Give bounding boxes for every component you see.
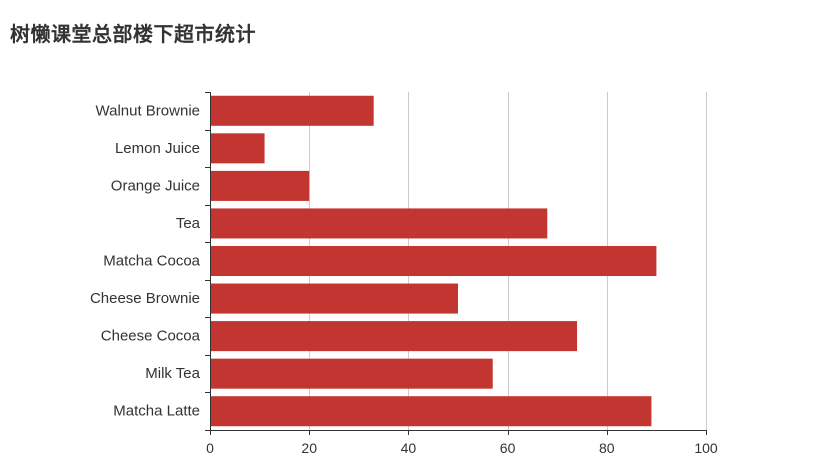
x-tick-label: 100 [694, 440, 718, 456]
y-tick-label: Lemon Juice [115, 140, 200, 157]
axes [205, 92, 707, 435]
bar-tea [210, 208, 548, 239]
bar-lemon-juice [210, 133, 265, 164]
y-tick-label: Matcha Latte [113, 403, 200, 420]
y-tick-label: Orange Juice [111, 177, 200, 194]
y-tick-label: Cheese Cocoa [101, 328, 201, 345]
x-tick-label: 80 [599, 440, 615, 456]
x-tick-label: 60 [500, 440, 516, 456]
bar-milk-tea [210, 358, 493, 389]
x-tick-label: 20 [301, 440, 317, 456]
y-tick-label: Tea [176, 215, 201, 232]
x-tick-label: 40 [401, 440, 417, 456]
y-tick-label: Walnut Brownie [96, 102, 201, 119]
chart-title: 树懒课堂总部楼下超市统计 [10, 22, 256, 46]
bar-series [210, 95, 657, 427]
bar-cheese-cocoa [210, 321, 578, 352]
bar-orange-juice [210, 170, 310, 201]
tick-labels: Walnut Brownie Lemon Juice Orange Juice Tea… [90, 102, 718, 456]
y-tick-label: Matcha Cocoa [103, 253, 200, 270]
y-tick-label: Milk Tea [145, 365, 200, 382]
bar-walnut-brownie [210, 95, 374, 126]
x-tick-label: 0 [206, 440, 214, 456]
bar-matcha-latte [210, 396, 652, 427]
bar-matcha-cocoa [210, 245, 657, 277]
bar-cheese-brownie [210, 283, 458, 314]
y-tick-label: Cheese Brownie [90, 290, 200, 307]
